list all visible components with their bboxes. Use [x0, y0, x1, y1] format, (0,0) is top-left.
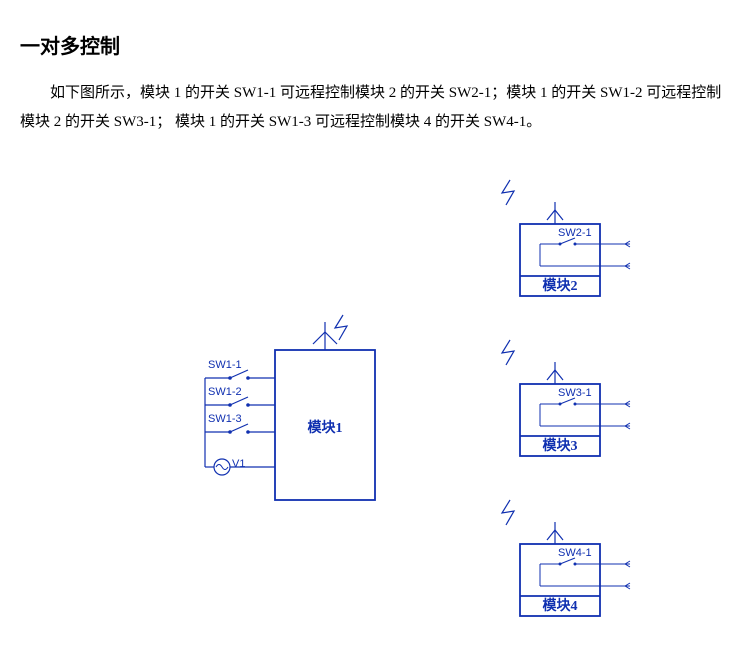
svg-text:SW1-1: SW1-1 — [208, 359, 242, 371]
svg-text:V1: V1 — [232, 458, 245, 470]
svg-text:SW1-2: SW1-2 — [208, 386, 242, 398]
module-1-label: 模块1 — [308, 419, 343, 436]
module-3: 模块3 SW3-1 — [502, 340, 630, 456]
svg-text:SW2-1: SW2-1 — [558, 227, 592, 239]
svg-text:SW4-1: SW4-1 — [558, 547, 592, 559]
svg-text:模块2: 模块2 — [543, 277, 578, 294]
svg-text:SW1-3: SW1-3 — [208, 413, 242, 425]
module-4: 模块4 SW4-1 — [502, 500, 630, 616]
module-1: 模块1 SW1-1 SW1-2 — [205, 315, 375, 500]
svg-text:模块3: 模块3 — [543, 437, 578, 454]
diagram: 模块1 SW1-1 SW1-2 — [0, 0, 750, 664]
svg-text:模块4: 模块4 — [543, 597, 578, 614]
svg-text:SW3-1: SW3-1 — [558, 387, 592, 399]
module-2: 模块2 SW2-1 — [502, 180, 630, 296]
